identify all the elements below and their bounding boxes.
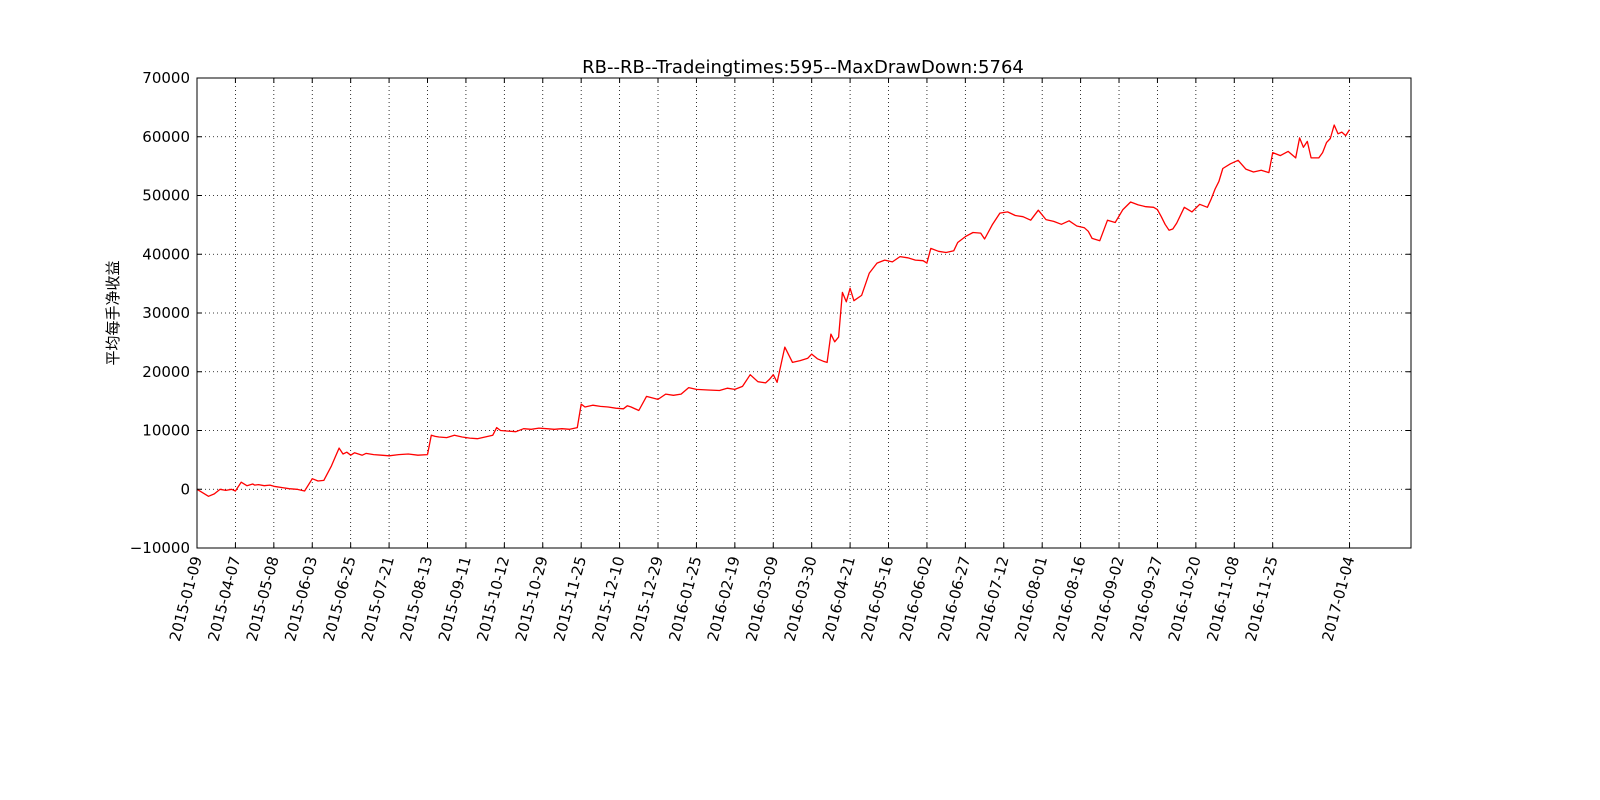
y-tick-label: 0 xyxy=(180,480,190,498)
y-tick-label: 30000 xyxy=(142,304,190,322)
x-tick-label: 2015-06-25 xyxy=(320,554,360,643)
x-tick-label: 2015-12-29 xyxy=(627,554,667,643)
x-axis-ticks: 2015-01-092015-04-072015-05-082015-06-03… xyxy=(166,78,1358,643)
x-tick-label: 2015-08-13 xyxy=(396,554,436,643)
x-tick-label: 2016-05-16 xyxy=(857,554,897,643)
x-tick-label: 2016-09-02 xyxy=(1088,554,1128,643)
x-tick-label: 2016-08-16 xyxy=(1050,554,1090,643)
x-tick-label: 2016-06-27 xyxy=(934,554,974,643)
x-tick-label: 2015-11-25 xyxy=(550,554,590,643)
y-axis-ticks: −10000 0 10000 20000 30000 40000 50000 60000 700… xyxy=(130,69,1411,557)
x-tick-label: 2016-03-09 xyxy=(742,554,782,643)
x-tick-label: 2015-10-12 xyxy=(473,554,513,643)
x-tick-label: 2016-08-01 xyxy=(1011,554,1051,643)
x-tick-label: 2015-12-10 xyxy=(589,554,629,643)
chart-title: RB--RB--Tradeingtimes:595--MaxDrawDown:5… xyxy=(582,57,1024,78)
plot-area-frame xyxy=(196,77,1412,549)
x-tick-label: 2016-11-25 xyxy=(1242,554,1282,643)
y-tick-label: 20000 xyxy=(142,363,190,381)
x-tick-label: 2017-01-04 xyxy=(1318,554,1358,643)
x-tick-label: 2015-10-29 xyxy=(512,554,552,643)
y-tick-label: −10000 xyxy=(130,539,190,557)
series-layer xyxy=(196,124,1351,497)
y-tick-label: 60000 xyxy=(142,128,190,146)
y-tick-label: 40000 xyxy=(142,245,190,263)
x-tick-label: 2016-09-27 xyxy=(1126,554,1166,643)
x-tick-label: 2016-07-12 xyxy=(973,554,1013,643)
x-tick-label: 2015-05-08 xyxy=(243,554,283,643)
x-tick-label: 2015-01-09 xyxy=(166,554,206,643)
y-axis-label: 平均每手净收益 xyxy=(104,260,122,365)
y-tick-label: 50000 xyxy=(142,187,190,205)
y-tick-label: 70000 xyxy=(142,69,190,87)
x-tick-label: 2015-06-03 xyxy=(281,554,321,643)
x-tick-label: 2016-11-08 xyxy=(1203,554,1243,643)
x-tick-label: 2015-04-07 xyxy=(204,554,244,643)
x-tick-label: 2015-09-11 xyxy=(435,554,475,643)
x-tick-label: 2016-03-30 xyxy=(781,554,821,643)
x-tick-label: 2016-10-20 xyxy=(1165,554,1205,643)
equity-curve-line xyxy=(196,124,1351,497)
x-tick-label: 2016-02-19 xyxy=(704,554,744,643)
grid-lines xyxy=(197,78,1411,548)
x-tick-label: 2015-07-21 xyxy=(358,554,398,643)
x-tick-label: 2016-06-02 xyxy=(896,554,936,643)
x-tick-label: 2016-04-21 xyxy=(819,554,859,643)
y-tick-label: 10000 xyxy=(142,422,190,440)
x-tick-label: 2016-01-25 xyxy=(665,554,705,643)
